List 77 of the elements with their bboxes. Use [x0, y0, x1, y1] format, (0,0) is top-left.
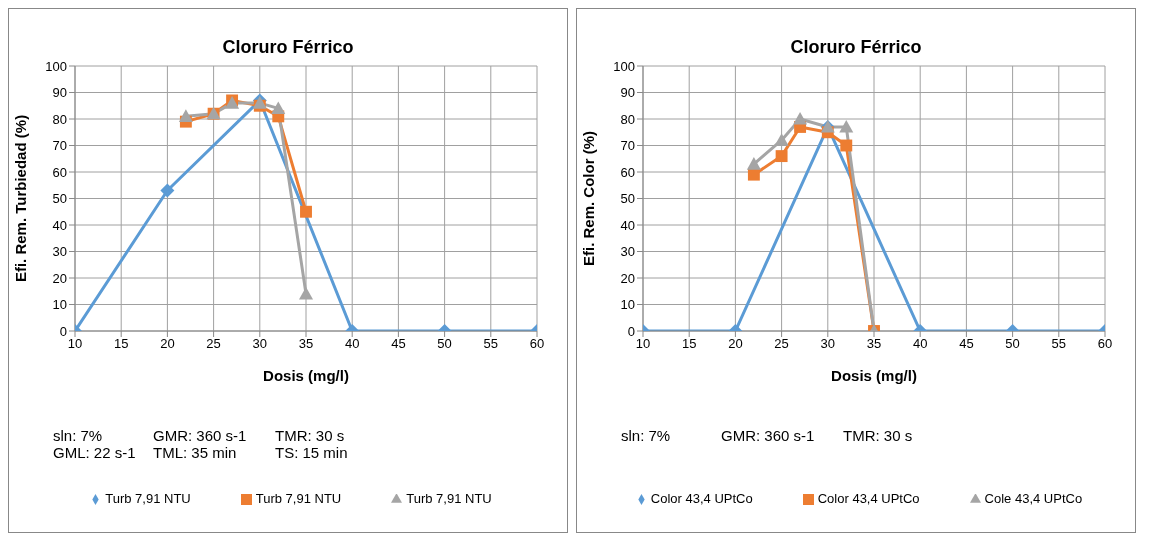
point	[299, 286, 313, 300]
point	[793, 112, 808, 125]
legend-label: Color 43,4 UPtCo	[817, 491, 920, 506]
x-axis-title: Dosis (mg/l)	[263, 367, 349, 384]
text: sln: 7%	[621, 427, 672, 444]
text: GMR: 360 s-1	[721, 427, 816, 444]
y-tick-label: 20	[52, 270, 67, 286]
legend-label: Turb 7,91 NTU	[255, 491, 342, 506]
y-tick-label: 60	[52, 164, 67, 180]
y-tick-label: 90	[620, 85, 635, 101]
x-tick-label: 40	[344, 336, 360, 352]
text: GMR: 360 s-1	[153, 427, 248, 444]
y-tick-label: 80	[52, 111, 67, 127]
y-tick-label: 100	[45, 58, 67, 74]
point	[840, 139, 853, 152]
legend-label: Cole 43,4 UPtCo	[984, 491, 1083, 506]
y-tick-label: 100	[613, 58, 635, 74]
x-tick-label: 55	[483, 336, 499, 352]
legend-label: Turb 7,91 NTU	[105, 491, 191, 506]
y-tick-label: 70	[620, 138, 635, 154]
x-tick-label: 35	[298, 336, 314, 352]
x-tick-label: 60	[1097, 336, 1113, 352]
x-tick-label: 55	[1051, 336, 1067, 352]
x-tick-label: 25	[206, 336, 221, 352]
text: TMR: 30 s	[275, 427, 346, 444]
x-tick-label: 20	[160, 336, 175, 352]
legend-label: Turb 7,91 NTU	[406, 491, 492, 506]
text: TS: 15 min	[275, 444, 349, 461]
x-tick-label: 35	[866, 336, 882, 352]
text: TMR: 30 s	[843, 427, 914, 444]
x-tick-label: 25	[774, 336, 789, 352]
chart-title: Cloruro Férrico	[221, 37, 355, 58]
y-tick-label: 10	[620, 297, 635, 313]
x-tick-label: 10	[635, 336, 651, 352]
y-tick-label: 20	[620, 270, 635, 286]
x-tick-label: 50	[437, 336, 452, 352]
x-axis-title: Dosis (mg/l)	[831, 367, 917, 384]
point	[271, 101, 286, 114]
y-tick-label: 30	[620, 244, 635, 260]
y-tick-label: 80	[620, 111, 635, 127]
y-tick-label: 40	[52, 217, 67, 233]
y-tick-label: 90	[52, 85, 67, 101]
point	[300, 205, 312, 218]
y-tick-label: 70	[52, 138, 67, 154]
x-tick-label: 60	[529, 336, 545, 352]
point	[774, 133, 789, 146]
point	[839, 119, 854, 133]
x-tick-label: 40	[912, 336, 928, 352]
y-tick-label: 40	[620, 217, 635, 233]
x-tick-label: 50	[1005, 336, 1020, 352]
text: sln: 7%	[53, 427, 104, 444]
y-tick-label: 50	[52, 191, 67, 207]
x-tick-label: 15	[681, 336, 697, 352]
y-axis-title: Efi. Rem. Color (%)	[580, 130, 598, 267]
text: TML: 35 min	[153, 444, 238, 461]
x-tick-label: 15	[113, 336, 129, 352]
y-axis-title: Efi. Rem. Turbiedad (%)	[12, 114, 30, 283]
y-tick-label: 30	[52, 244, 67, 260]
y-tick-label: 50	[620, 191, 635, 207]
legend-label: Color 43,4 UPtCo	[650, 491, 753, 506]
point	[747, 168, 760, 181]
x-tick-label: 45	[391, 336, 406, 352]
point	[178, 109, 193, 122]
x-tick-label: 30	[252, 336, 268, 352]
x-tick-label: 20	[728, 336, 743, 352]
chart-title: Cloruro Férrico	[789, 37, 923, 58]
x-tick-label: 30	[820, 336, 836, 352]
point	[746, 157, 761, 170]
y-tick-label: 10	[52, 297, 67, 313]
y-tick-label: 0	[59, 323, 67, 339]
y-tick-label: 60	[620, 164, 635, 180]
x-tick-label: 10	[67, 336, 83, 352]
y-tick-label: 0	[627, 323, 635, 339]
text: GML: 22 s-1	[53, 444, 137, 461]
point	[160, 183, 175, 198]
x-tick-label: 45	[959, 336, 974, 352]
point	[775, 150, 788, 163]
